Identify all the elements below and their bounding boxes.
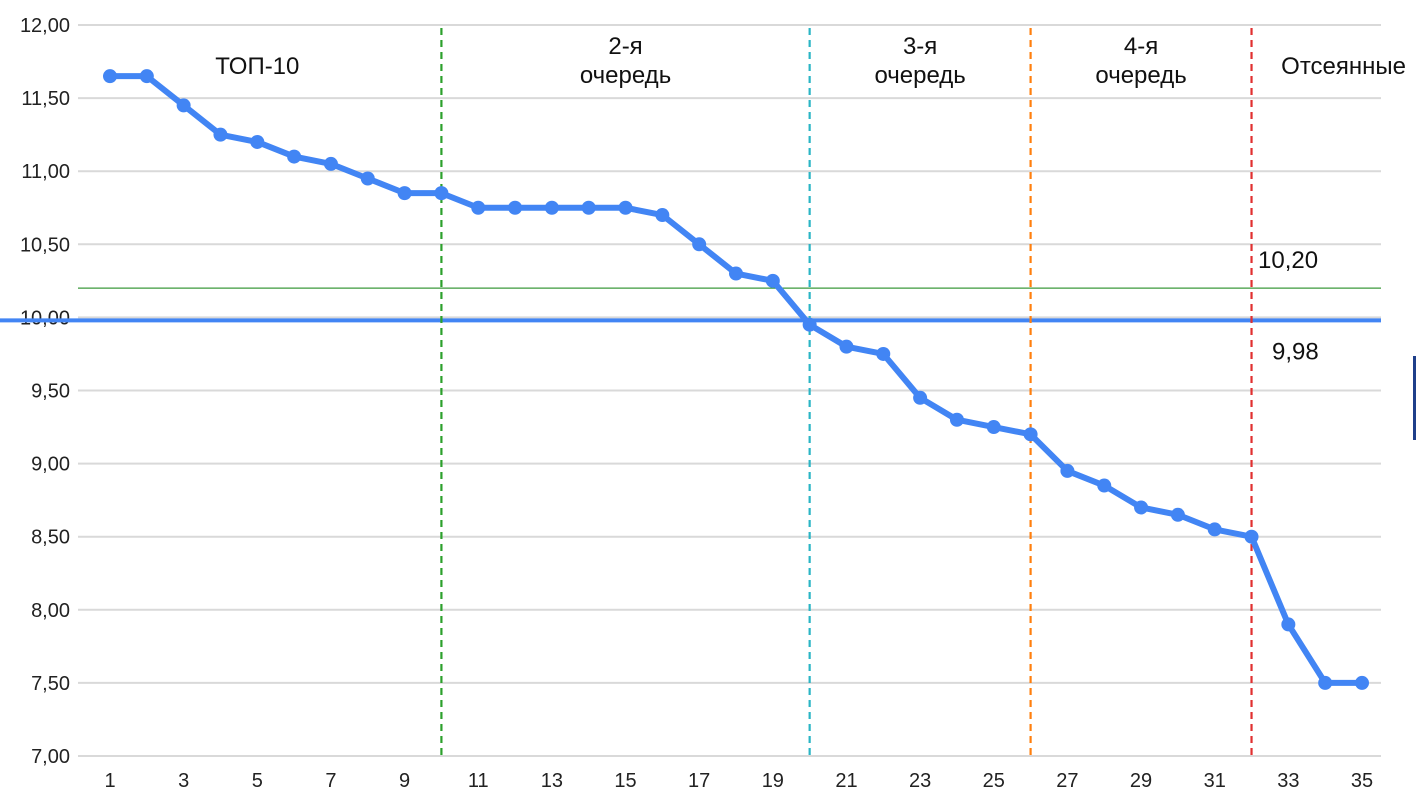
x-tick-label: 21 — [835, 770, 857, 792]
data-point — [986, 420, 1001, 435]
y-axis: 7,007,508,008,509,009,5010,0010,5011,001… — [20, 15, 70, 768]
segment-label-line: 4-я — [1124, 33, 1158, 60]
data-point — [471, 200, 486, 215]
segment-label-line: ТОП-10 — [215, 53, 299, 80]
reference-line-label: 10,20 — [1258, 247, 1318, 274]
data-point — [839, 339, 854, 354]
data-point — [250, 134, 265, 149]
edge-marker — [1413, 356, 1416, 440]
y-tick-label: 11,50 — [21, 88, 70, 110]
data-point — [1023, 427, 1038, 442]
data-point — [1207, 522, 1222, 537]
series — [103, 69, 1369, 690]
data-point — [1318, 675, 1333, 690]
data-point — [1281, 617, 1296, 632]
reference-lines: 10,20 9,98 — [0, 247, 1381, 365]
data-point — [1355, 675, 1369, 690]
data-point — [618, 200, 633, 215]
data-point — [1244, 529, 1259, 544]
x-tick-label: 31 — [1204, 770, 1226, 792]
data-point — [360, 171, 375, 186]
x-tick-label: 33 — [1277, 770, 1299, 792]
data-point — [581, 200, 596, 215]
x-tick-label: 15 — [614, 770, 636, 792]
data-point — [913, 390, 928, 405]
data-point — [802, 317, 817, 332]
data-point — [876, 346, 891, 361]
data-point — [213, 127, 228, 142]
y-tick-label: 12,00 — [20, 15, 70, 37]
data-point — [287, 149, 302, 164]
data-point — [1060, 463, 1075, 478]
y-tick-label: 8,00 — [31, 600, 70, 622]
data-point — [692, 237, 707, 252]
data-point — [1170, 507, 1185, 522]
segment-label-line: очередь — [580, 62, 671, 89]
x-tick-label: 5 — [252, 770, 263, 792]
data-point — [544, 200, 559, 215]
x-axis: 1 3 5 7 9 11 13 15 17 19 21 23 25 27 29 31 33 35 — [104, 770, 1373, 792]
x-tick-label: 25 — [983, 770, 1005, 792]
data-point — [103, 69, 117, 84]
x-tick-label: 11 — [468, 770, 489, 792]
data-point — [434, 186, 449, 201]
data-point — [765, 273, 780, 288]
segment-label: ТОП-10 — [215, 53, 299, 80]
y-tick-label: 11,00 — [21, 161, 70, 183]
x-tick-label: 23 — [909, 770, 931, 792]
segment-label-line: 3-я — [903, 33, 937, 60]
data-point — [323, 156, 338, 171]
y-tick-label: 7,50 — [31, 673, 70, 695]
data-point — [1134, 500, 1149, 515]
grid — [78, 24, 1381, 757]
x-tick-label: 29 — [1130, 770, 1152, 792]
segment-label-line: 2-я — [608, 33, 642, 60]
segment-label: Отсеянные — [1281, 53, 1406, 80]
x-tick-label: 1 — [104, 770, 115, 792]
x-tick-label: 9 — [399, 770, 410, 792]
segment-label-line: очередь — [874, 62, 965, 89]
segment-label-line: очередь — [1095, 62, 1186, 89]
data-point — [397, 186, 412, 201]
data-point — [655, 208, 670, 223]
data-point — [1097, 478, 1112, 493]
x-tick-label: 19 — [762, 770, 784, 792]
x-tick-label: 35 — [1351, 770, 1373, 792]
segment-dividers — [440, 28, 1253, 756]
data-point — [176, 98, 191, 113]
data-point — [729, 266, 743, 281]
x-tick-label: 27 — [1056, 770, 1078, 792]
x-tick-label: 7 — [325, 770, 336, 792]
y-tick-label: 9,00 — [31, 454, 70, 476]
data-point — [949, 412, 964, 427]
segment-label: 3-я очередь — [874, 33, 965, 89]
x-tick-label: 13 — [541, 770, 563, 792]
series-line — [107, 73, 1365, 686]
segment-label-line: Отсеянные — [1281, 53, 1406, 80]
y-tick-label: 8,50 — [31, 527, 70, 549]
segment-label: 4-я очередь — [1095, 33, 1186, 89]
segment-label: 2-я очередь — [580, 33, 671, 89]
x-tick-label: 3 — [178, 770, 189, 792]
x-tick-label: 17 — [688, 770, 710, 792]
y-tick-label: 10,50 — [20, 234, 70, 256]
reference-line-label: 9,98 — [1272, 338, 1319, 365]
y-tick-label: 7,00 — [31, 746, 70, 768]
data-point — [508, 200, 523, 215]
data-point — [139, 69, 154, 84]
y-tick-label: 9,50 — [31, 381, 70, 403]
